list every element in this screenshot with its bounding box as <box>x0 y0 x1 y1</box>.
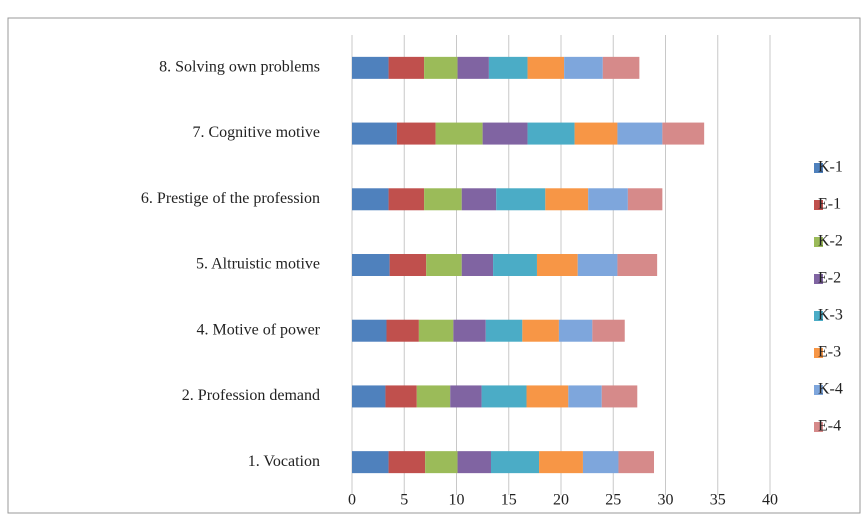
bar-segment <box>617 122 663 145</box>
x-tick-label: 35 <box>710 492 726 509</box>
bar-segment <box>352 56 389 79</box>
bar-segment <box>385 385 417 408</box>
bar-segment <box>568 385 602 408</box>
bar-segment <box>352 188 389 211</box>
bar-segment <box>527 56 565 79</box>
bar-segment <box>388 451 426 474</box>
y-tick-label: 1. Vocation <box>248 453 320 470</box>
bar-segment <box>662 122 705 145</box>
x-tick-label: 5 <box>400 492 408 509</box>
bar-segment <box>582 451 619 474</box>
y-tick-label: 7. Cognitive motive <box>192 124 320 141</box>
legend-swatch <box>814 163 823 173</box>
bar-segment <box>539 451 583 474</box>
bar-segment <box>482 122 528 145</box>
bar-segment <box>386 319 419 342</box>
bar-segment <box>592 319 625 342</box>
legend-label: K-2 <box>818 233 843 250</box>
legend-swatch <box>814 422 823 432</box>
bar-segment <box>418 319 454 342</box>
bar-segment <box>527 122 575 145</box>
bar-segment <box>461 254 494 276</box>
legend-swatch <box>814 311 823 321</box>
legend-label: K-1 <box>818 159 843 176</box>
bar-segment <box>352 254 390 276</box>
bar-segment <box>588 188 628 211</box>
bar-segment <box>564 56 603 79</box>
bar-segment <box>558 319 593 342</box>
bar-segment <box>352 122 397 145</box>
bar-segment <box>617 254 658 276</box>
bar-segment <box>435 122 483 145</box>
legend-label: K-4 <box>818 381 843 398</box>
x-tick-label: 0 <box>348 492 356 509</box>
bar-segment <box>352 451 389 474</box>
y-tick-label: 4. Motive of power <box>196 321 320 338</box>
legend-label: E-4 <box>818 418 841 435</box>
bar-segment <box>352 319 387 342</box>
bar-segment <box>388 56 425 79</box>
bar-segment <box>574 122 618 145</box>
bar-segment <box>488 56 528 79</box>
bar-segment <box>481 385 527 408</box>
bar-segment <box>389 254 427 276</box>
bar-segment <box>526 385 569 408</box>
bar-segment <box>485 319 523 342</box>
legend-swatch <box>814 348 823 358</box>
legend-swatch <box>814 385 823 395</box>
legend-swatch <box>814 237 823 247</box>
x-tick-label: 25 <box>605 492 621 509</box>
bar-segment <box>545 188 589 211</box>
bar-segment <box>416 385 451 408</box>
bar-segment <box>424 188 462 211</box>
legend-swatch <box>814 274 823 284</box>
bar-segment <box>618 451 655 474</box>
bar-segment <box>490 451 540 474</box>
y-tick-label: 2. Profession demand <box>182 387 320 404</box>
bar-segment <box>536 254 578 276</box>
bar-segment <box>457 56 489 79</box>
bar-segment <box>424 56 458 79</box>
x-tick-label: 30 <box>658 492 674 509</box>
bar-segment <box>627 188 663 211</box>
y-tick-label: 5. Altruistic motive <box>196 256 320 273</box>
bar-segment <box>450 385 482 408</box>
y-tick-label: 6. Prestige of the profession <box>141 190 320 207</box>
bar-segment <box>493 254 537 276</box>
bar-segment <box>425 451 458 474</box>
bar-segment <box>602 56 640 79</box>
x-tick-label: 15 <box>501 492 517 509</box>
bar-segment <box>522 319 559 342</box>
bar-segment <box>577 254 618 276</box>
legend-label: E-3 <box>818 344 841 361</box>
bar-segment <box>601 385 638 408</box>
bar-segment <box>388 188 425 211</box>
legend-label: K-3 <box>818 307 843 324</box>
legend-label: E-1 <box>818 196 841 213</box>
bar-segment <box>453 319 486 342</box>
bar-segment <box>396 122 436 145</box>
y-tick-label: 8. Solving own problems <box>159 59 320 76</box>
x-tick-label: 40 <box>762 492 778 509</box>
legend-swatch <box>814 200 823 210</box>
bar-segment <box>461 188 497 211</box>
bar-segment <box>496 188 546 211</box>
bar-segment <box>426 254 462 276</box>
x-tick-label: 20 <box>553 492 569 509</box>
bar-segment <box>352 385 386 408</box>
bar-segment <box>457 451 491 474</box>
legend-label: E-2 <box>818 270 841 287</box>
x-tick-label: 10 <box>449 492 465 509</box>
